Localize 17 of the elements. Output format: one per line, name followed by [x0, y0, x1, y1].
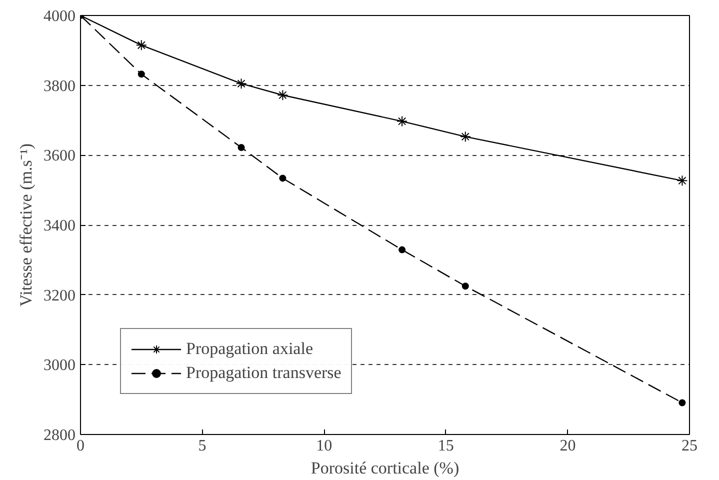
y-tick-label: 3600 [44, 148, 76, 165]
x-tick-label: 20 [560, 438, 576, 454]
y-tick-label: 2800 [44, 427, 76, 444]
x-tick-label: 15 [438, 438, 454, 454]
y-tick-label: 3800 [44, 78, 76, 95]
y-tick-label: 4000 [44, 8, 76, 25]
y-tick-label: 3000 [44, 357, 76, 374]
legend-label: Propagation axiale [186, 339, 313, 359]
x-tick-label: 0 [76, 438, 84, 454]
y-axis-title: Vitesse effective (m.s⁻¹) [16, 143, 36, 307]
y-tick-label: 3400 [44, 218, 76, 234]
legend-label: Propagation transverse [186, 363, 342, 383]
y-tick-label: 3200 [44, 287, 76, 304]
x-tick-label: 5 [198, 438, 206, 454]
x-tick-label: 10 [316, 438, 332, 454]
x-axis-title: Porosité corticale (%) [310, 458, 460, 478]
x-tick-label: 25 [682, 438, 698, 454]
